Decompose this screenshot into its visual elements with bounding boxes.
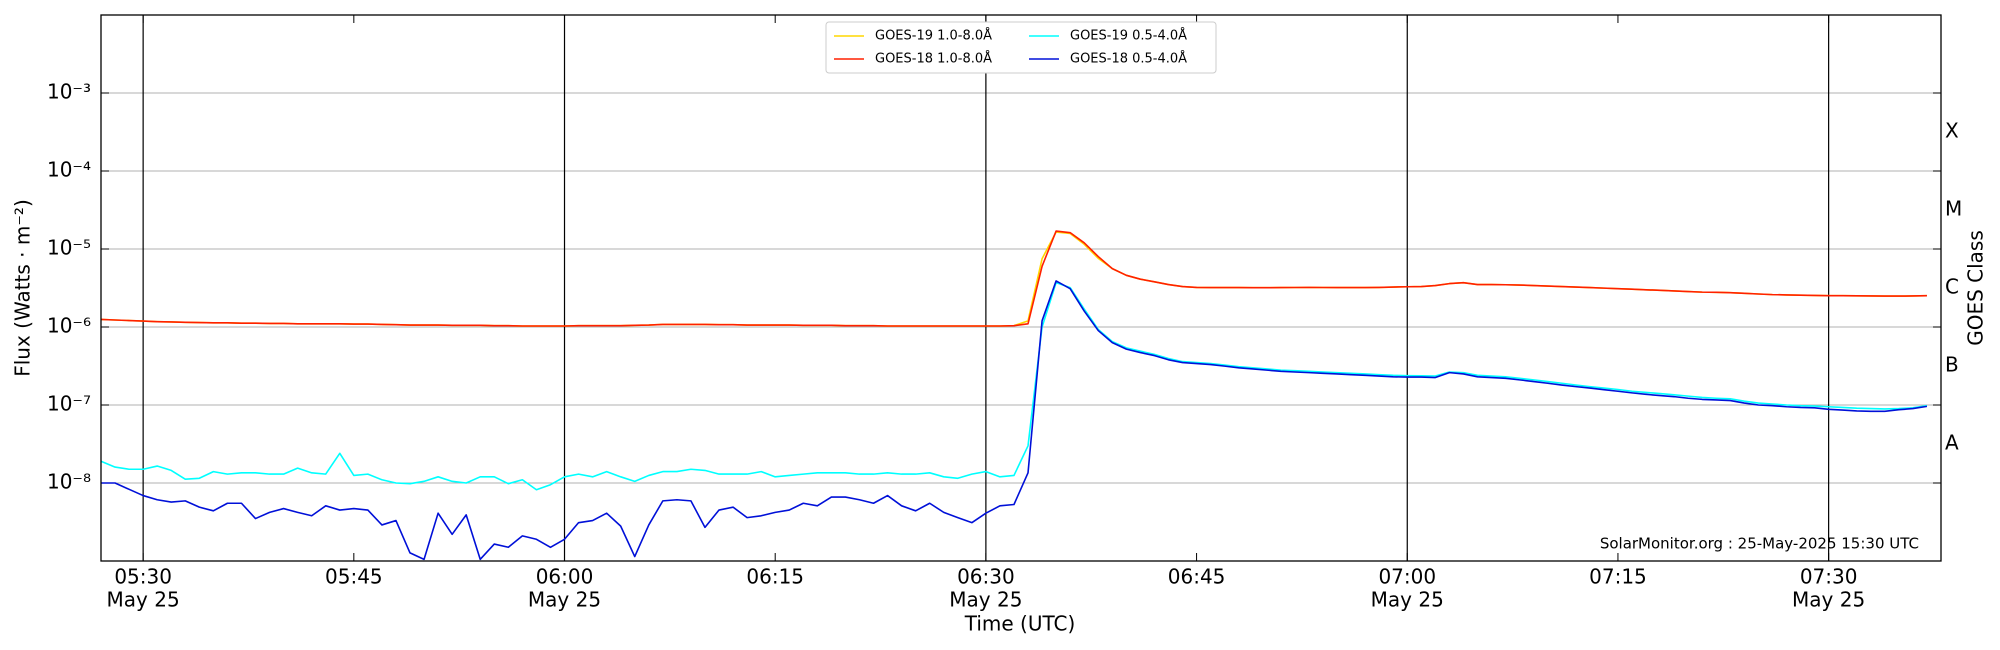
series-line xyxy=(101,280,1928,561)
x-tick-label: 06:15 xyxy=(746,565,804,589)
goes-class-label: A xyxy=(1945,431,1959,455)
legend-label: GOES-18 1.0-8.0Å xyxy=(875,51,992,67)
series-line xyxy=(100,230,1927,327)
legend-label: GOES-19 0.5-4.0Å xyxy=(1070,28,1187,44)
legend-label: GOES-18 0.5-4.0Å xyxy=(1070,51,1187,67)
x-tick-label: 05:45 xyxy=(325,565,383,589)
x-tick-label: 07:15 xyxy=(1589,565,1647,589)
x-tick-label: 05:30 xyxy=(114,565,172,589)
x-tick-date: May 25 xyxy=(1792,588,1865,612)
y2-axis-label: GOES Class xyxy=(1964,230,1988,346)
goes-class-label: M xyxy=(1945,197,1962,221)
y-tick-label: 10⁻⁷ xyxy=(47,392,91,416)
x-tick-date: May 25 xyxy=(528,588,601,612)
goes-class-label: B xyxy=(1945,353,1959,377)
goes-class-label: X xyxy=(1945,119,1959,143)
x-tick-label: 07:30 xyxy=(1800,565,1858,589)
y-tick-label: 10⁻⁸ xyxy=(47,470,91,494)
x-axis-label: Time (UTC) xyxy=(964,612,1076,636)
x-tick-label: 07:00 xyxy=(1378,565,1436,589)
legend-label: GOES-19 1.0-8.0Å xyxy=(875,28,992,44)
x-tick-label: 06:00 xyxy=(536,565,594,589)
x-tick-label: 06:30 xyxy=(957,565,1015,589)
plot-frame xyxy=(100,14,1942,562)
x-tick-label: 06:45 xyxy=(1168,565,1226,589)
legend-box xyxy=(825,21,1217,74)
x-tick-date: May 25 xyxy=(1371,588,1444,612)
y-tick-label: 10⁻⁶ xyxy=(47,314,91,338)
y-tick-label: 10⁻⁴ xyxy=(47,158,91,182)
x-tick-date: May 25 xyxy=(949,588,1022,612)
annotation: SolarMonitor.org : 25-May-2025 15:30 UTC xyxy=(1600,535,1919,553)
x-tick-date: May 25 xyxy=(107,588,180,612)
y-tick-label: 10⁻³ xyxy=(47,80,91,104)
y-tick-label: 10⁻⁵ xyxy=(47,236,91,260)
y-axis-label: Flux (Watts · m⁻²) xyxy=(11,199,35,377)
series-line xyxy=(100,281,1928,491)
goes-class-label: C xyxy=(1945,275,1959,299)
